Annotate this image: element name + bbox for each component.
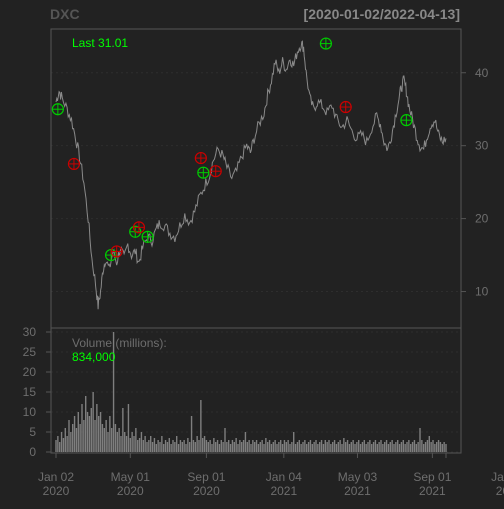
- buy-marker: [319, 37, 333, 50]
- ticker-title: DXC: [50, 6, 80, 22]
- sell-marker: [132, 221, 146, 234]
- sell-marker: [110, 245, 123, 258]
- buy-marker: [141, 230, 154, 243]
- sell-marker: [194, 151, 207, 165]
- trade-markers: [51, 37, 413, 262]
- last-price-label: Last 31.01: [72, 36, 128, 50]
- sell-marker: [339, 100, 352, 114]
- x-tick-label-year: 2021: [270, 484, 297, 498]
- x-tick-label-year: 2021: [344, 484, 371, 498]
- volume-y-tick-label: 5: [29, 425, 36, 439]
- sell-marker: [67, 157, 81, 171]
- volume-y-tick-label: 10: [23, 405, 37, 419]
- price-panel: 10 20 30 40 Last 31.01: [50, 28, 489, 329]
- price-panel-frame: [50, 28, 462, 329]
- x-tick-label-year: 2020: [117, 484, 144, 498]
- volume-panel-frame: [50, 327, 462, 454]
- volume-y-tick-label: 25: [23, 345, 37, 359]
- volume-value: 834,000: [72, 350, 116, 364]
- volume-bars: [55, 332, 447, 452]
- price-y-tick-label: 30: [475, 139, 489, 153]
- price-y-tick-label: 20: [475, 212, 489, 226]
- x-tick-label-month: May 03: [338, 470, 378, 484]
- buy-marker: [197, 166, 210, 179]
- x-tick-label-year: 2021: [419, 484, 446, 498]
- x-tick-label-month: Sep 01: [187, 470, 225, 484]
- x-tick-label-month: Sep 01: [413, 470, 451, 484]
- price-series-line: [55, 40, 447, 310]
- buy-marker: [400, 114, 413, 127]
- x-tick-label-year: 2020: [43, 484, 70, 498]
- price-y-tick-label: 40: [475, 66, 489, 80]
- x-tick-label-month: Jan 04: [266, 470, 302, 484]
- volume-caption: Volume (millions):: [72, 336, 167, 350]
- x-tick-label-month: Jan 03: [491, 470, 504, 484]
- price-gridlines: [51, 72, 461, 293]
- volume-y-tick-label: 0: [29, 445, 36, 459]
- x-tick-label-month: Jan 02: [38, 470, 74, 484]
- volume-y-tick-label: 20: [23, 365, 37, 379]
- x-tick-label-year: 2022: [496, 484, 504, 498]
- sell-marker: [209, 165, 222, 178]
- volume-y-axis: 0 5 10 15 20 25 30: [23, 325, 51, 459]
- price-y-axis: 10 20 30 40: [461, 66, 489, 299]
- buy-marker: [51, 103, 64, 116]
- volume-y-tick-label: 30: [23, 325, 37, 339]
- x-tick-label-month: May 01: [111, 470, 151, 484]
- price-y-tick-label: 10: [475, 285, 489, 299]
- volume-y-tick-label: 15: [23, 385, 37, 399]
- date-range-title: [2020-01-02/2022-04-13]: [304, 6, 460, 22]
- volume-panel: 0 5 10 15 20 25 30 Volume (millions): 834,000: [23, 325, 462, 459]
- x-tick-label-year: 2020: [193, 484, 220, 498]
